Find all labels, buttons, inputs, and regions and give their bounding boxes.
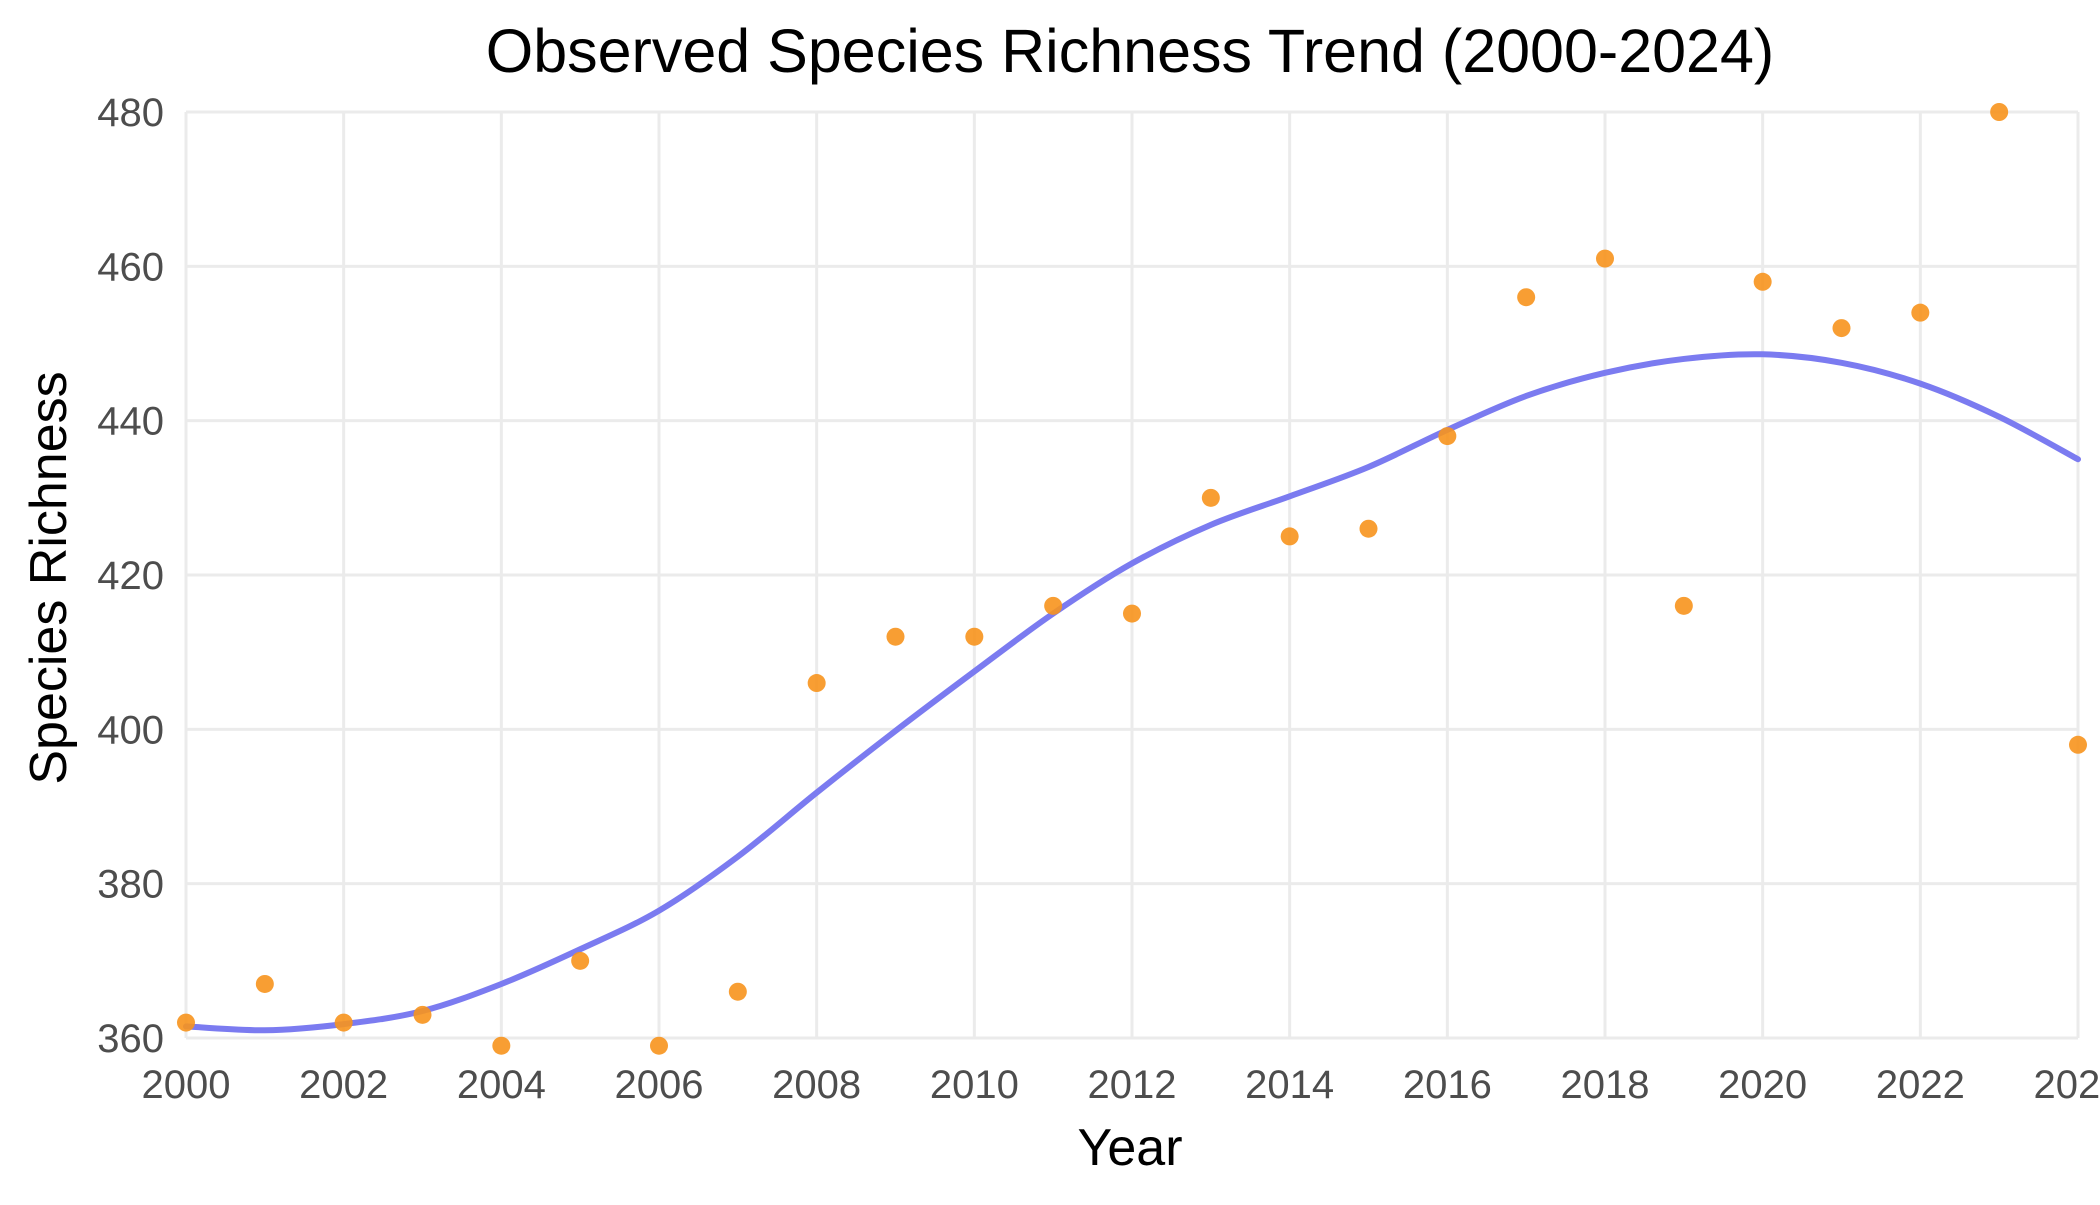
x-tick-label: 2022 [1876,1063,1965,1107]
y-axis-label: Species Richness [20,371,78,784]
data-point [1517,288,1536,307]
y-tick-labels: 360 380 400 420 440 460 480 [97,91,164,1061]
data-point [965,627,984,646]
data-point [1990,103,2009,121]
data-point [177,1013,195,1032]
data-point [807,674,826,693]
chart-title: Observed Species Richness Trend (2000-20… [486,17,1774,85]
data-point [1911,303,1930,322]
data-point [1359,519,1378,538]
data-point [1753,272,1772,291]
data-point [492,1036,511,1055]
x-tick-label: 2016 [1403,1063,1492,1107]
x-tick-label: 2018 [1561,1063,1650,1107]
data-point [650,1036,668,1055]
y-tick-label: 380 [97,863,164,907]
data-point [1832,319,1851,338]
data-point [413,1005,432,1024]
observation-points [177,103,2087,1055]
x-tick-label: 2024 [2034,1063,2100,1107]
data-point [1280,527,1299,546]
x-tick-label: 2004 [457,1063,546,1107]
y-tick-label: 360 [97,1017,164,1061]
trend-line [183,351,2081,1034]
data-point [334,1013,353,1032]
data-point [886,627,905,646]
y-tick-label: 460 [97,245,164,289]
y-tick-label: 420 [97,554,164,598]
data-point [255,974,274,993]
x-tick-label: 2000 [142,1063,231,1107]
data-point [1123,604,1141,623]
y-tick-label: 400 [97,708,164,752]
x-axis-label: Year [1077,1119,1182,1177]
x-tick-labels: 2000 2002 2004 2006 2008 2010 2012 2014 2016 2018… [142,1063,2100,1107]
data-point [571,951,590,970]
x-tick-label: 2014 [1245,1063,1334,1107]
x-tick-label: 2012 [1088,1063,1177,1107]
y-tick-label: 440 [97,400,164,444]
x-tick-label: 2010 [930,1063,1019,1107]
data-point [1674,596,1693,615]
data-point [1201,488,1220,507]
x-tick-label: 2006 [615,1063,704,1107]
x-tick-label: 2020 [1718,1063,1807,1107]
data-point [2069,735,2087,754]
data-point [1044,596,1063,615]
data-point [728,982,747,1001]
data-point [1596,249,1614,268]
x-tick-label: 2002 [299,1063,388,1107]
data-point [1438,427,1457,446]
y-tick-label: 480 [97,91,164,135]
grid [184,110,2080,1040]
x-tick-label: 2008 [772,1063,861,1107]
